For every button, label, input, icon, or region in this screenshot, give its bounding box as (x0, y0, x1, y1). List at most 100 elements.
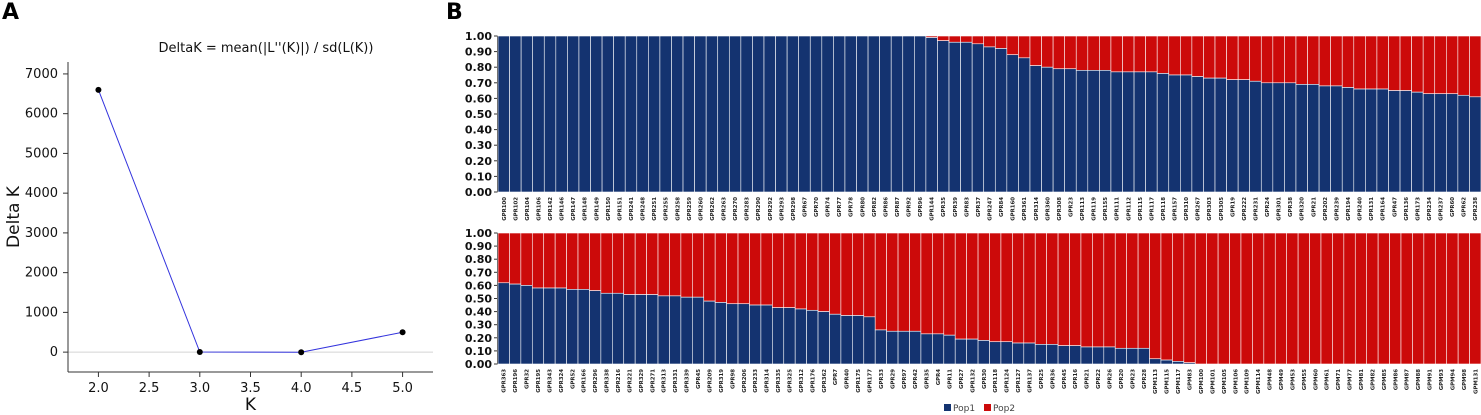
pop2-bar (1284, 35, 1297, 84)
pop2-bar (1046, 232, 1059, 345)
pop2-bar (1422, 35, 1436, 95)
y-axis-label: Delta K (4, 185, 24, 248)
structure-y-tick-label: 0.90 (465, 46, 492, 59)
pop1-bar (1191, 76, 1204, 193)
pop1-bar (1006, 54, 1019, 193)
pop2-bar (1272, 35, 1285, 84)
sample-label: GPR296 (593, 369, 599, 393)
sample-label: GPR100 (502, 197, 508, 221)
pop2-bar (1126, 232, 1139, 349)
structure-y-tick-label: 0.40 (465, 306, 492, 319)
structure-y-tick-label: 1.00 (465, 227, 492, 240)
sample-label: GPR70 (814, 197, 820, 217)
sample-label: GPR319 (719, 369, 725, 393)
pop2-bar (1069, 232, 1082, 346)
pop1-bar (1284, 82, 1297, 193)
sample-label: GPR164 (1381, 197, 1387, 221)
delta-k-point (399, 329, 406, 336)
sample-label: GPR305 (1219, 197, 1225, 221)
pop1-bar (555, 35, 568, 193)
pop1-bar (682, 35, 695, 193)
pop1-bar (954, 338, 967, 365)
pop2-bar (983, 35, 996, 48)
pop1-bar (1149, 358, 1162, 365)
sample-label: GPR127 (1016, 369, 1022, 393)
sample-label: GPR112 (1126, 197, 1132, 221)
pop2-bar (886, 232, 899, 332)
sample-label: GPR144 (930, 197, 936, 221)
structure-y-tick-label: 0.10 (465, 345, 492, 358)
pop1-bar (1069, 345, 1082, 365)
pop1-bar (890, 35, 904, 193)
sample-label: GPR111 (1115, 197, 1121, 221)
pop1-bar (1023, 342, 1036, 365)
pop2-bar (1183, 232, 1196, 363)
pop1-bar (794, 308, 807, 365)
sample-label: GPR132 (970, 369, 976, 393)
y-tick-label: 6000 (25, 107, 58, 122)
pop1-bar (634, 294, 647, 365)
sample-label: GPR177 (867, 369, 873, 393)
sample-label: GPR106 (536, 197, 542, 221)
pop1-bar (1012, 342, 1025, 365)
structure-y-tick-label: 0.60 (465, 279, 492, 292)
sample-label: GPM81 (1359, 369, 1365, 390)
pop1-bar (1168, 74, 1181, 193)
pop1-bar (1388, 90, 1401, 193)
pop2-bar (543, 232, 556, 289)
sample-label: GPR262 (710, 197, 716, 221)
sample-label: GPR62 (1462, 197, 1468, 217)
pop2-bar (703, 232, 716, 302)
pop1-bar (1052, 68, 1065, 193)
pop1-bar (1046, 344, 1059, 365)
legend-pop1-label: Pop1 (953, 404, 975, 414)
pop2-bar (623, 232, 636, 295)
sample-label: GPR115 (1138, 197, 1144, 221)
pop1-bar (1399, 90, 1412, 193)
pop2-bar (852, 232, 865, 316)
pop2-bar (749, 232, 762, 306)
sample-label: GPR160 (1011, 197, 1017, 221)
pop1-bar (879, 35, 892, 193)
sample-label: GPR251 (652, 197, 658, 221)
sample-label: GPM100 (1199, 369, 1205, 394)
pop2-bar (1194, 232, 1207, 365)
sample-label: GPR292 (768, 197, 774, 221)
sample-label: GPR60 (1450, 197, 1456, 217)
pop2-bar (714, 232, 727, 303)
pop1-bar (728, 35, 742, 193)
pop2-bar (1469, 232, 1481, 365)
sample-label: GPR239 (1334, 197, 1340, 221)
sample-label: GPM105 (1222, 369, 1228, 394)
sample-label: GPM83 (1188, 369, 1194, 390)
sample-label: GPR176 (810, 369, 816, 393)
pop1-bar (971, 43, 985, 193)
pop2-bar (1110, 35, 1123, 73)
pop1-bar (509, 35, 522, 193)
sample-label: GPR155 (1103, 197, 1109, 221)
sample-label: GPR195 (536, 369, 542, 393)
sample-label: GPR87 (895, 197, 901, 217)
pop2-bar (509, 232, 522, 285)
pop2-bar (726, 232, 739, 305)
pop2-bar (1172, 232, 1185, 362)
pop2-bar (1133, 35, 1146, 73)
pop1-bar (763, 35, 776, 193)
pop1-bar (1087, 70, 1100, 193)
pop1-bar (740, 35, 753, 193)
sample-label: GPR259 (687, 197, 693, 221)
pop1-bar (612, 292, 625, 365)
sample-label: GPR39 (953, 197, 959, 217)
pop1-bar (1180, 74, 1193, 193)
sample-label: GPR30 (982, 369, 988, 389)
pop1-bar (646, 294, 659, 365)
pop1-bar (509, 283, 522, 365)
pop1-bar (1029, 65, 1042, 193)
sample-label: GPR209 (707, 369, 713, 393)
pop2-bar (1203, 35, 1216, 79)
pop1-bar (856, 35, 869, 193)
pop2-bar (1012, 232, 1025, 344)
pop1-bar (966, 338, 979, 365)
pop2-bar (943, 232, 956, 336)
pop2-bar (1168, 35, 1181, 76)
